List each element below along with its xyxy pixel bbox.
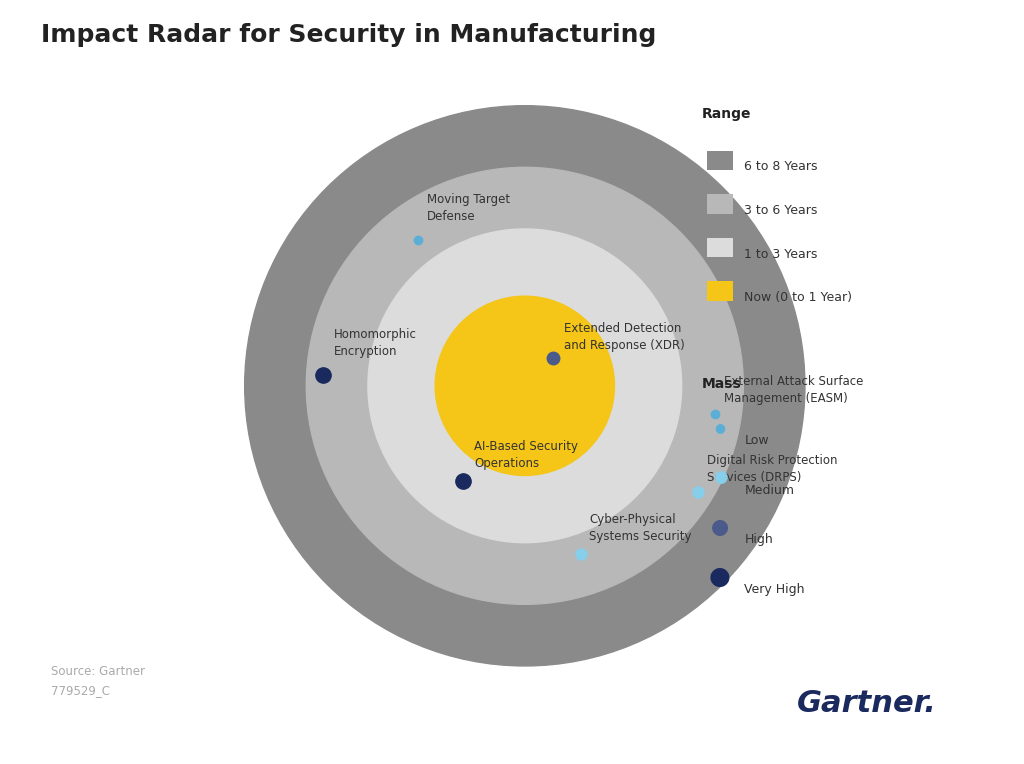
Text: Mass: Mass	[701, 377, 741, 390]
Text: Moving Target
Defense: Moving Target Defense	[427, 193, 510, 223]
Text: Gartner.: Gartner.	[797, 689, 937, 718]
Text: Medium: Medium	[744, 484, 795, 497]
Text: AI-Based Security
Operations: AI-Based Security Operations	[474, 440, 579, 470]
Circle shape	[368, 229, 682, 542]
Circle shape	[245, 105, 805, 666]
Text: Now (0 to 1 Year): Now (0 to 1 Year)	[744, 291, 852, 304]
Text: Low: Low	[744, 434, 769, 447]
Text: Source: Gartner
779529_C: Source: Gartner 779529_C	[51, 665, 145, 697]
Text: Digital Risk Protection
Services (DRPS): Digital Risk Protection Services (DRPS)	[707, 454, 838, 484]
Text: Very High: Very High	[744, 583, 805, 596]
Text: Extended Detection
and Response (XDR): Extended Detection and Response (XDR)	[564, 322, 685, 352]
Text: 6 to 8 Years: 6 to 8 Years	[744, 160, 818, 173]
Text: ●: ●	[713, 468, 727, 487]
Text: High: High	[744, 533, 773, 546]
Circle shape	[435, 296, 614, 475]
Text: ●: ●	[715, 421, 725, 435]
Text: Cyber-Physical
Systems Security: Cyber-Physical Systems Security	[589, 513, 692, 542]
Text: Homomorphic
Encryption: Homomorphic Encryption	[334, 328, 417, 358]
Text: 3 to 6 Years: 3 to 6 Years	[744, 204, 818, 217]
Text: ●: ●	[711, 517, 729, 537]
Text: External Attack Surface
Management (EASM): External Attack Surface Management (EASM…	[724, 375, 863, 406]
Text: Impact Radar for Security in Manufacturing: Impact Radar for Security in Manufacturi…	[41, 23, 656, 47]
Text: Range: Range	[701, 107, 751, 121]
Text: 1 to 3 Years: 1 to 3 Years	[744, 248, 818, 261]
Circle shape	[306, 167, 743, 604]
Text: ●: ●	[709, 565, 731, 589]
